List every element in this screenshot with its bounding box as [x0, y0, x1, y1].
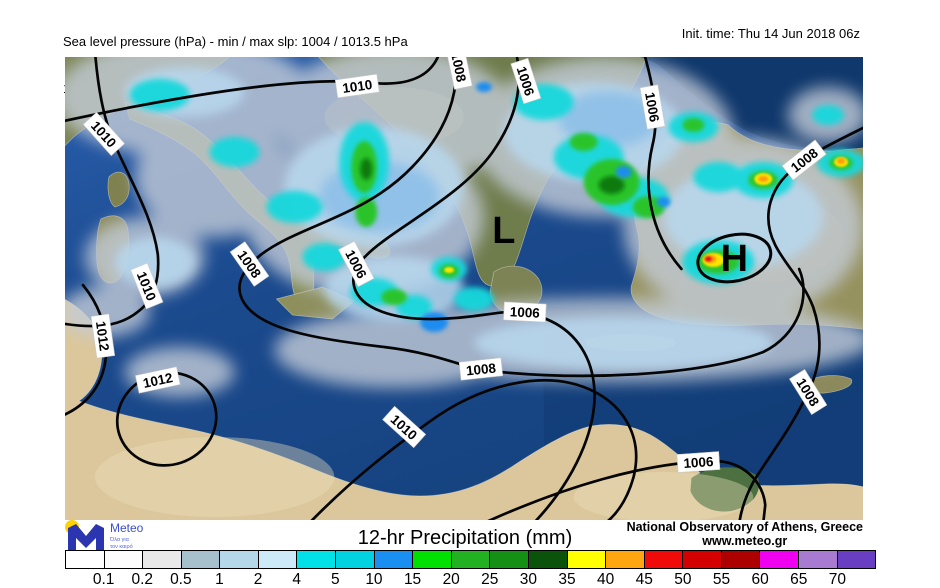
legend-tick-label: 60	[751, 571, 769, 588]
legend-color-cell	[490, 551, 529, 568]
legend-color-cell	[567, 551, 607, 568]
legend-color-cell	[644, 551, 684, 568]
legend-color-cell	[297, 551, 337, 568]
legend-tick-label: 30	[519, 571, 538, 588]
svg-text:1006: 1006	[683, 454, 714, 471]
legend-title: 12-hr Precipitation (mm)	[357, 527, 573, 549]
legend-color-cell	[798, 551, 838, 568]
credits: National Observatory of Athens, Greece w…	[627, 520, 863, 548]
svg-text:1006: 1006	[642, 91, 662, 123]
isobar-label: 1008	[445, 57, 473, 90]
svg-text:τον καιρό: τον καιρό	[110, 543, 133, 550]
high-pressure-marker: H	[721, 238, 748, 280]
legend-color-cell	[66, 551, 105, 568]
legend-color-cell	[413, 551, 452, 568]
legend-color-cell	[220, 551, 259, 568]
legend-tick-label: 0.5	[170, 571, 192, 588]
isobar-label: 1010	[334, 73, 380, 99]
legend-color-cell	[336, 551, 375, 568]
credit-website: www.meteo.gr	[702, 534, 788, 548]
legend-color-cell	[606, 551, 645, 568]
legend-tick-label: 50	[674, 571, 692, 588]
legend-tick-label: 0.2	[131, 571, 154, 588]
logo-m-icon	[68, 524, 104, 550]
legend-tick-label: 2	[253, 571, 263, 588]
legend-tick-label: 1	[215, 571, 224, 588]
legend-tick-label: 35	[558, 571, 576, 588]
isobar-label: 1012	[135, 366, 181, 394]
legend-color-cell	[837, 551, 876, 568]
isobar-label: 1006	[503, 301, 547, 323]
legend-tick-label: 15	[403, 571, 422, 588]
legend-tick-label: 5	[331, 571, 340, 588]
init-time: Init. time: Thu 14 Jun 2018 06z	[681, 26, 860, 41]
legend-tick-label: 10	[365, 571, 383, 588]
legend-color-cell	[143, 551, 182, 568]
isobar-label: 1008	[458, 357, 504, 381]
svg-text:1008: 1008	[465, 360, 497, 378]
low-pressure-marker: L	[492, 210, 515, 252]
svg-text:1012: 1012	[142, 370, 174, 391]
isobar-label: 1006	[639, 84, 666, 130]
legend-color-cell	[721, 551, 761, 568]
legend-tick-label: 20	[442, 571, 460, 588]
pressure-markers: HL	[492, 210, 748, 280]
meteo-logo: Meteo Όλα για τον καιρό	[62, 518, 182, 552]
svg-text:Όλα για: Όλα για	[109, 537, 130, 543]
legend-tick-label: 65	[790, 571, 808, 588]
svg-text:1006: 1006	[509, 304, 540, 321]
isobar-label: 1006	[676, 451, 721, 473]
svg-text:1008: 1008	[448, 57, 469, 84]
legend-color-cell	[451, 551, 491, 568]
legend-color-cell	[374, 551, 414, 568]
svg-text:1010: 1010	[341, 77, 373, 96]
isobar-contours	[65, 57, 863, 520]
logo-text: Meteo	[110, 521, 144, 535]
svg-text:1012: 1012	[93, 320, 112, 352]
legend-tick-label: 4	[292, 571, 302, 588]
legend-tick-label: 40	[597, 571, 615, 588]
isobar-label: 1012	[90, 313, 116, 359]
legend-tick-label: 55	[712, 571, 731, 588]
legend-color-cell	[181, 551, 221, 568]
credit-organization: National Observatory of Athens, Greece	[626, 520, 863, 534]
legend-color-cell	[528, 551, 568, 568]
legend-tick-label: 25	[481, 571, 499, 588]
legend-tick-label: 45	[635, 571, 653, 588]
legend-color-cell	[760, 551, 799, 568]
precipitation-scale-ticks: 0.1 0.2 0.5 1 2 4 5 10 15 20 25 30 35 40 45 50 55 60 65 70	[65, 571, 876, 588]
legend-color-cell	[258, 551, 298, 568]
legend-tick-label: 70	[828, 571, 846, 588]
legend-color-cell	[104, 551, 144, 568]
slp-title-line: Sea level pressure (hPa) - min / max slp…	[63, 34, 408, 49]
legend-color-cell	[683, 551, 722, 568]
precipitation-color-scale	[65, 550, 876, 569]
legend-tick-label: 0.1	[92, 571, 115, 588]
isobar-label: 1006	[510, 57, 542, 105]
